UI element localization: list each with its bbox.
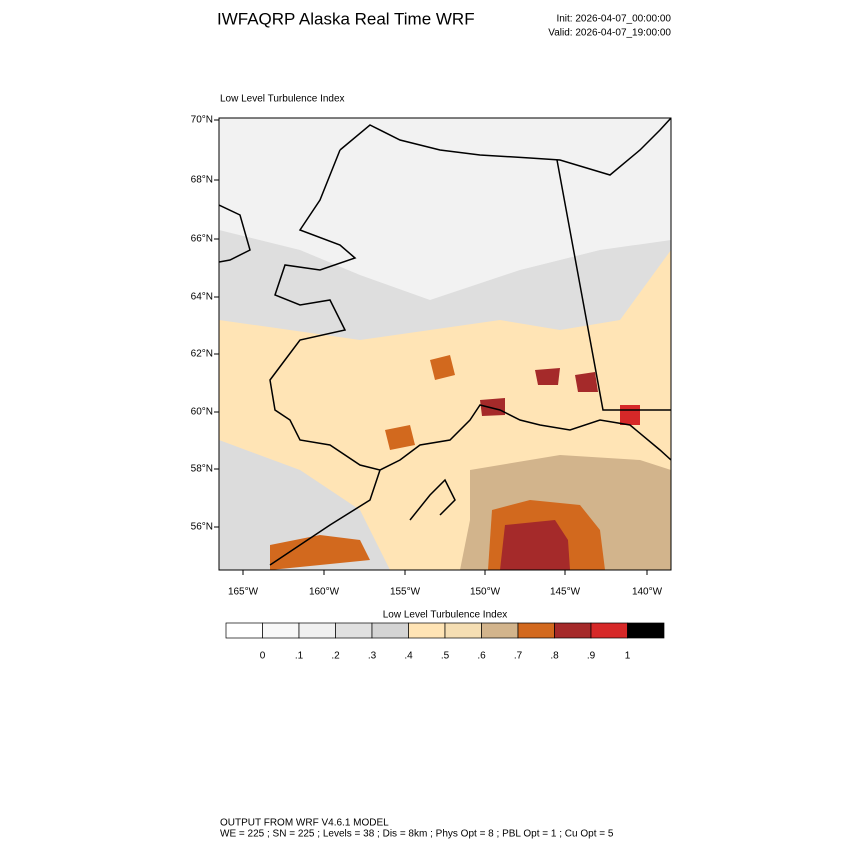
lat-label: 64°N <box>191 292 213 303</box>
colorbar-box <box>590 622 628 639</box>
colorbar-box <box>408 622 446 639</box>
title: IWFAQRP Alaska Real Time WRF <box>217 9 475 28</box>
lon-label: 140°W <box>632 587 663 598</box>
field-orange-blob <box>385 425 415 450</box>
field-red-blob <box>620 405 640 425</box>
coastline <box>219 118 671 566</box>
footer-line: OUTPUT FROM WRF V4.6.1 MODEL <box>220 818 389 829</box>
map-frame <box>218 117 672 571</box>
lat-label: 62°N <box>191 349 213 360</box>
colorbar-label: .7 <box>514 651 523 662</box>
lat-label: 58°N <box>191 464 213 475</box>
field-grey-sw <box>219 440 390 570</box>
colorbar-box <box>225 622 263 639</box>
colorbar-label: .3 <box>368 651 377 662</box>
field-darkred <box>500 520 570 570</box>
lon-label: 145°W <box>550 587 581 598</box>
colorbar-title: Low Level Turbulence Index <box>383 610 508 621</box>
field-red-blob <box>480 398 505 416</box>
colorbar-box <box>554 622 592 639</box>
lon-label: 160°W <box>309 587 340 598</box>
field-orange-sw <box>270 535 370 570</box>
lat-label: 60°N <box>191 407 213 418</box>
lon-label: 155°W <box>390 587 421 598</box>
colorbar-box <box>371 622 409 639</box>
colorbar-label: .2 <box>331 651 340 662</box>
colorbar-box <box>298 622 336 639</box>
colorbar-box <box>517 622 555 639</box>
init-time: Init: 2026-04-07_00:00:00 <box>556 14 671 25</box>
colorbar-box <box>444 622 482 639</box>
footer-line: WE = 225 ; SN = 225 ; Levels = 38 ; Dis … <box>220 829 614 840</box>
colorbar-label: .1 <box>295 651 304 662</box>
lat-label: 66°N <box>191 234 213 245</box>
field-orange-blob <box>430 355 455 380</box>
map <box>218 117 672 571</box>
map-title: Low Level Turbulence Index <box>220 94 345 105</box>
field-red-blob <box>535 368 560 385</box>
lat-label: 70°N <box>191 115 213 126</box>
lon-label: 150°W <box>470 587 501 598</box>
colorbar-box <box>481 622 519 639</box>
border <box>556 159 671 411</box>
field-red-blob <box>575 372 598 392</box>
colorbar-label: .4 <box>404 651 413 662</box>
colorbar-box <box>627 622 665 639</box>
colorbar-label: 1 <box>625 651 631 662</box>
colorbar-label: .5 <box>441 651 450 662</box>
colorbar-label: .9 <box>587 651 596 662</box>
colorbar-box <box>335 622 373 639</box>
lat-label: 56°N <box>191 522 213 533</box>
lon-label: 165°W <box>228 587 259 598</box>
colorbar-label: .6 <box>477 651 486 662</box>
colorbar-box <box>262 622 300 639</box>
colorbar-label: 0 <box>260 651 266 662</box>
valid-time: Valid: 2026-04-07_19:00:00 <box>548 28 671 39</box>
colorbar-label: .8 <box>550 651 559 662</box>
lat-label: 68°N <box>191 175 213 186</box>
